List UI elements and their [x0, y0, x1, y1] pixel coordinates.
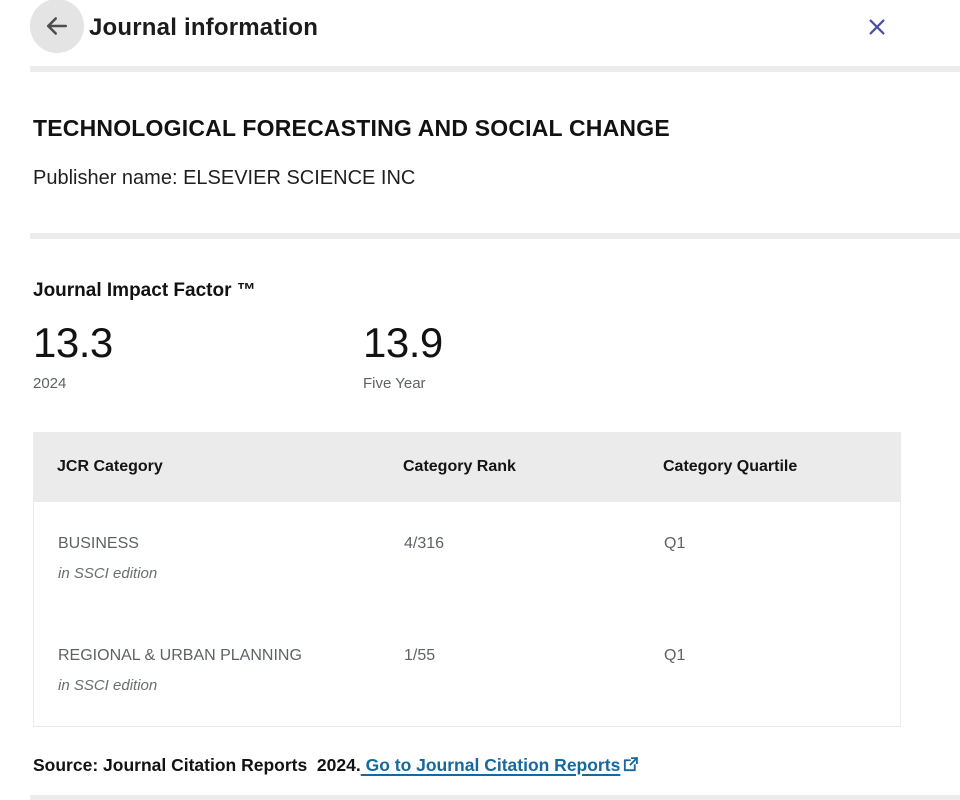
- publisher-line: Publisher name: ELSEVIER SCIENCE INC: [33, 167, 416, 189]
- column-header-category-rank: Category Rank: [403, 458, 516, 475]
- category-edition: in SSCI edition: [58, 677, 158, 694]
- page-title: Journal information: [89, 14, 319, 41]
- cell-category: REGIONAL & URBAN PLANNING in SSCI editio…: [58, 646, 404, 696]
- cell-category: BUSINESS in SSCI edition: [58, 534, 404, 584]
- back-button[interactable]: [30, 0, 84, 53]
- journal-name: TECHNOLOGICAL FORECASTING AND SOCIAL CHA…: [33, 115, 670, 141]
- cell-quartile: Q1: [664, 647, 686, 664]
- metric-value: 13.9: [363, 319, 443, 366]
- close-button[interactable]: [862, 12, 892, 45]
- source-text: Source: Journal Citation Reports 2024.: [33, 755, 361, 775]
- impact-factor-heading: Journal Impact Factor ™: [33, 280, 256, 301]
- header-divider: [30, 66, 960, 72]
- arrow-left-icon: [42, 11, 72, 41]
- go-to-jcr-link[interactable]: Go to Journal Citation Reports: [360, 755, 621, 775]
- table-row: REGIONAL & URBAN PLANNING in SSCI editio…: [34, 614, 900, 726]
- table-header-row: JCR Category Category Rank Category Quar…: [33, 432, 901, 502]
- cell-rank: 1/55: [404, 647, 436, 664]
- metric-label: 2024: [33, 375, 67, 392]
- column-header-category-quartile: Category Quartile: [663, 458, 798, 475]
- section-divider: [30, 233, 960, 239]
- table-body: BUSINESS in SSCI edition 4/316 Q1 REGION…: [33, 502, 901, 727]
- category-name: REGIONAL & URBAN PLANNING: [58, 647, 302, 664]
- column-header-jcr-category: JCR Category: [57, 458, 163, 475]
- impact-factor-metrics: 13.3 2024 13.9 Five Year: [33, 319, 927, 393]
- jcr-category-table: JCR Category Category Rank Category Quar…: [33, 432, 901, 727]
- metric-five-year: 13.9 Five Year: [363, 319, 693, 393]
- table-row: BUSINESS in SSCI edition 4/316 Q1: [34, 502, 900, 614]
- source-line: Source: Journal Citation Reports 2024. G…: [0, 753, 960, 779]
- category-edition: in SSCI edition: [58, 565, 158, 582]
- panel-header: Journal information: [0, 0, 960, 56]
- cell-rank: 4/316: [404, 535, 445, 552]
- close-icon: [866, 16, 888, 41]
- cell-quartile: Q1: [664, 535, 686, 552]
- metric-label: Five Year: [363, 375, 426, 392]
- metric-2024: 13.3 2024: [33, 319, 363, 393]
- footer-divider: [30, 795, 960, 800]
- category-name: BUSINESS: [58, 535, 139, 552]
- external-link-icon: [622, 756, 639, 777]
- metric-value: 13.3: [33, 319, 113, 366]
